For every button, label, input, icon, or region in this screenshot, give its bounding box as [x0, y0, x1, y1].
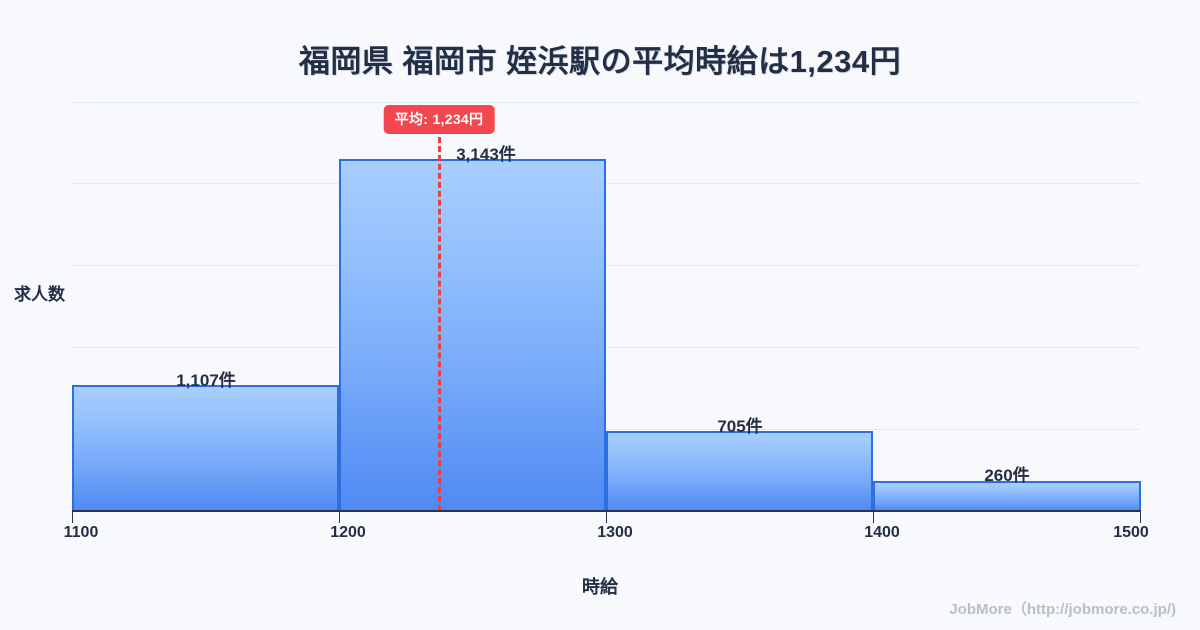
- x-axis-tick-label: 1300: [597, 524, 633, 541]
- x-axis-line: [72, 510, 1141, 512]
- gridline: [72, 265, 1140, 266]
- bar-value-label: 260件: [984, 466, 1030, 485]
- gridline: [72, 429, 1140, 430]
- gridline: [72, 183, 1140, 184]
- bar-value-label: 705件: [717, 417, 763, 436]
- x-axis-tick: [1140, 512, 1141, 523]
- bar-value-label: 1,107件: [176, 371, 236, 390]
- average-badge: 平均: 1,234円: [383, 105, 495, 134]
- x-axis-tick: [873, 512, 874, 523]
- x-axis-tick: [72, 512, 73, 523]
- x-axis-tick: [339, 512, 340, 523]
- gridline: [72, 347, 1140, 348]
- bar-value-label: 3,143件: [456, 145, 516, 164]
- x-axis-tick: [606, 512, 607, 523]
- gridline: [72, 102, 1140, 103]
- x-axis-tick-label: 1100: [63, 524, 99, 541]
- x-axis-tick-label: 1500: [1113, 524, 1149, 541]
- chart-title: 福岡県 福岡市 姪浜駅の平均時給は1,234円: [298, 44, 902, 79]
- y-axis-label: 求人数: [14, 285, 65, 304]
- x-axis-tick-label: 1400: [864, 524, 900, 541]
- x-axis-label: 時給: [582, 577, 618, 597]
- histogram-bar[interactable]: [606, 431, 873, 511]
- histogram-bar[interactable]: [72, 385, 339, 511]
- average-line: [438, 128, 441, 511]
- histogram-bar[interactable]: [339, 159, 606, 511]
- histogram-bar[interactable]: [873, 481, 1141, 511]
- footer-credit: JobMore（http://jobmore.co.jp/): [949, 601, 1176, 618]
- x-axis-tick-label: 1200: [330, 524, 366, 541]
- plot-area: [72, 95, 1141, 511]
